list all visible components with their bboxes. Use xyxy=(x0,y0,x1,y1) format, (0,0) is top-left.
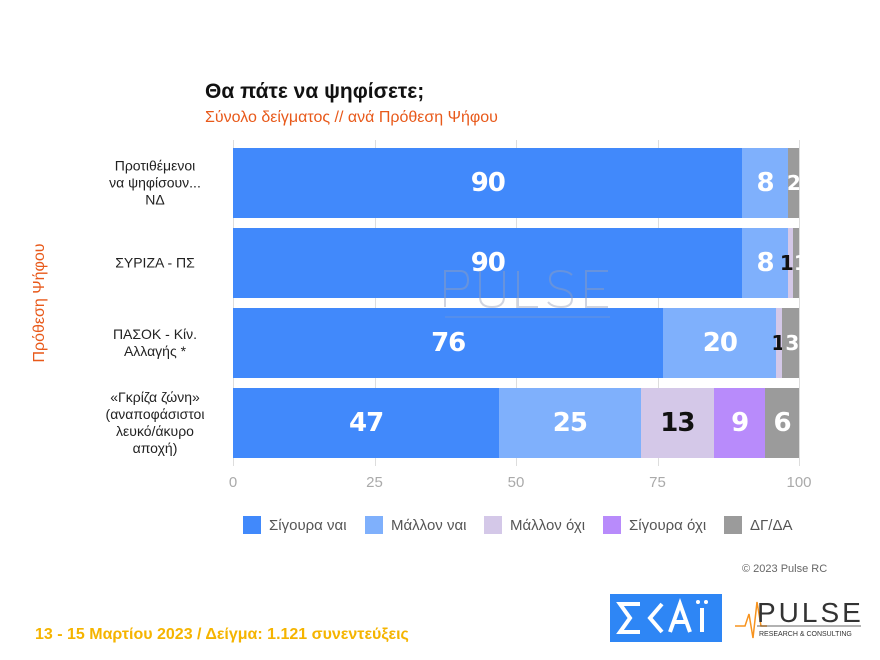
bar-segment xyxy=(233,388,500,458)
bar-segment xyxy=(233,148,743,218)
bar-value-label: 47 xyxy=(349,408,384,438)
bar-segment xyxy=(776,308,783,378)
bar-value-label: 20 xyxy=(702,328,738,358)
pulse-logo: PULSE RESEARCH & CONSULTING xyxy=(735,597,864,639)
gridline xyxy=(374,140,376,466)
svg-text:PULSE: PULSE xyxy=(757,597,864,628)
category-label: Προτιθέμενοι να ψηφίσουν... ΝΔ xyxy=(109,157,201,208)
legend-swatch xyxy=(603,516,621,534)
bar-segment xyxy=(714,388,766,458)
legend-label: Σίγουρα ναι xyxy=(269,516,347,534)
bar-value-label: 6 xyxy=(773,408,792,438)
x-tick-label: 50 xyxy=(507,474,525,491)
gridline xyxy=(799,140,800,466)
legend-swatch xyxy=(243,516,261,534)
legend-item: ΔΓ/ΔΑ xyxy=(724,516,792,534)
bar-segment xyxy=(742,148,788,218)
legend-swatch xyxy=(724,516,742,534)
x-tick-label: 100 xyxy=(786,474,812,491)
bar-value-label: 1 xyxy=(771,331,785,355)
bar-value-label: 1 xyxy=(779,251,794,275)
bar-value-label: 3 xyxy=(785,331,799,355)
bar-segment xyxy=(787,228,794,298)
legend-item: Μάλλον ναι xyxy=(365,516,466,534)
legend-swatch xyxy=(484,516,502,534)
legend-label: ΔΓ/ΔΑ xyxy=(750,516,793,534)
bar-segment xyxy=(742,228,788,298)
bar-value-label: 90 xyxy=(470,248,506,278)
skai-logo xyxy=(610,594,722,642)
legend-label: Σίγουρα όχι xyxy=(629,516,707,534)
bar-value-label: 8 xyxy=(756,168,775,198)
bar-value-label: 90 xyxy=(470,168,506,198)
gridline xyxy=(233,140,234,466)
bar-segment xyxy=(765,388,799,458)
legend-item: Σίγουρα ναι xyxy=(243,516,347,534)
x-tick-label: 25 xyxy=(366,474,383,491)
x-tick-label: 75 xyxy=(649,474,666,491)
category-label: «Γκρίζα ζώνη» (αναποφάσιστοι λευκό/άκυρο απ… xyxy=(105,389,205,456)
category-label: ΠΑΣΟΚ - Κίν. Αλλαγής * xyxy=(112,326,198,359)
category-label: ΣΥΡΙΖΑ - ΠΣ xyxy=(115,254,195,271)
footer-note: 13 - 15 Μαρτίου 2023 / Δείγμα: 1.121 συν… xyxy=(35,626,409,643)
chart-subtitle: Σύνολο δείγματος // ανά Πρόθεση Ψήφου xyxy=(205,109,498,126)
x-tick-label: 0 xyxy=(228,474,238,491)
bar-value-label: 13 xyxy=(660,408,695,438)
legend-label: Μάλλον όχι xyxy=(510,516,586,534)
watermark-logo xyxy=(444,269,610,318)
legend-swatch xyxy=(365,516,383,534)
bar-value-label: 76 xyxy=(431,328,466,358)
gridline xyxy=(657,140,659,466)
bar-segment xyxy=(499,388,641,458)
bar-value-label: 25 xyxy=(552,408,588,438)
bar-segment xyxy=(663,308,777,378)
bar-value-label: 9 xyxy=(731,408,749,438)
bar-segment xyxy=(233,308,664,378)
bar-value-label: 1 xyxy=(793,251,808,275)
y-axis-label: Πρόθεση Ψήφου xyxy=(31,243,48,363)
bar-value-label: 2 xyxy=(786,171,801,195)
legend-item: Μάλλον όχι xyxy=(484,516,585,534)
bar-value-label: 8 xyxy=(756,248,775,278)
legend-item: Σίγουρα όχι xyxy=(603,516,706,534)
legend-label: Μάλλον ναι xyxy=(391,516,467,534)
chart-title: Θα πάτε να ψηφίσετε; xyxy=(205,80,425,103)
bar-segment xyxy=(233,228,743,298)
copyright: © 2023 Pulse RC xyxy=(742,563,828,575)
bar-segment xyxy=(782,308,799,378)
bar-segment xyxy=(640,388,715,458)
gridline xyxy=(516,140,517,466)
bar-segment xyxy=(793,228,799,298)
svg-text:RESEARCH & CONSULTING: RESEARCH & CONSULTING xyxy=(759,631,852,638)
bar-segment xyxy=(787,148,799,218)
